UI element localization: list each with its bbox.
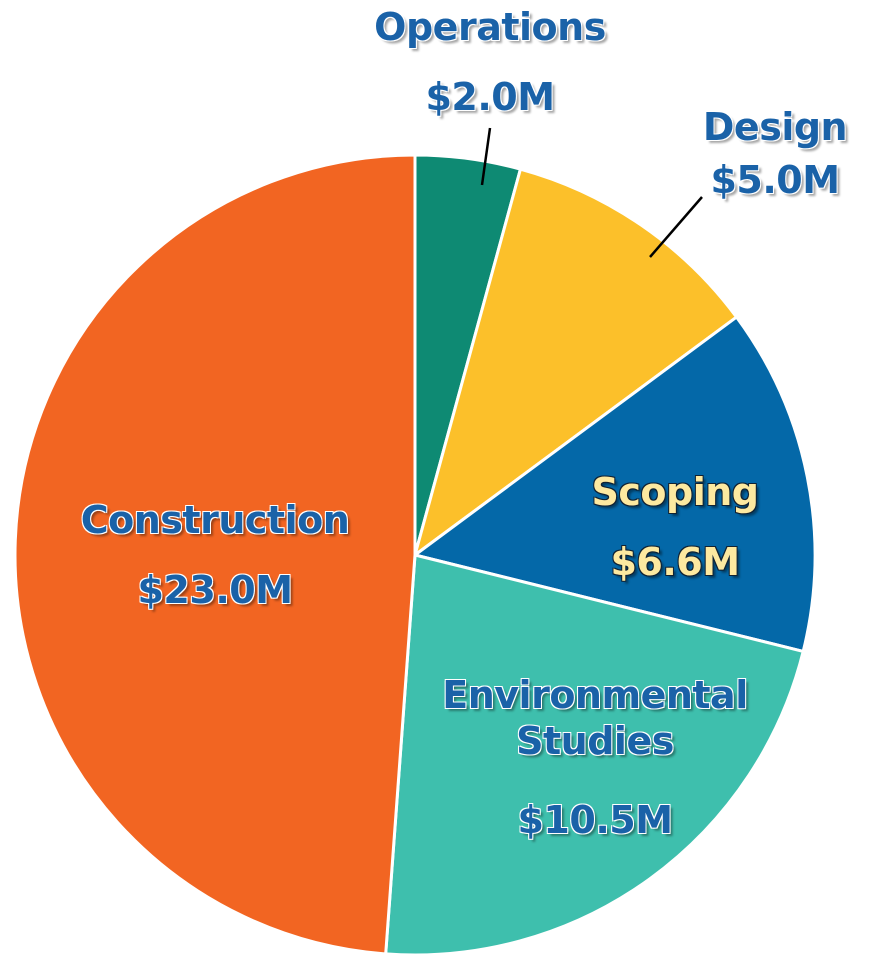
value-label: $5.0M: [710, 158, 840, 202]
pie-slice: [411, 314, 817, 654]
slice-label: Construction: [80, 498, 350, 542]
slice-label: Operations: [374, 5, 606, 49]
slice-label: Design: [702, 105, 848, 149]
value-label: $10.5M: [517, 798, 673, 842]
pie-slice: [384, 553, 806, 957]
slice-label: Environmental Studies: [442, 673, 748, 763]
pie-slice: [13, 153, 417, 956]
value-label: $23.0M: [137, 568, 293, 612]
leader-line: [649, 196, 703, 258]
pie-slice: [412, 167, 739, 559]
value-label: $6.6M: [610, 540, 740, 584]
slice-label: Scoping: [591, 470, 759, 514]
value-label: $2.0M: [425, 75, 555, 119]
leader-line: [480, 127, 492, 186]
